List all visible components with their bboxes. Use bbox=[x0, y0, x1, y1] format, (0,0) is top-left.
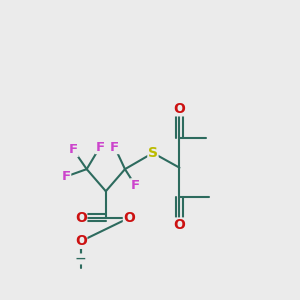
Text: O: O bbox=[173, 218, 185, 232]
Text: F: F bbox=[95, 141, 104, 154]
Text: S: S bbox=[148, 146, 158, 160]
Text: F: F bbox=[131, 179, 140, 192]
Text: O: O bbox=[75, 234, 87, 248]
Text: F: F bbox=[69, 143, 78, 157]
Text: O: O bbox=[75, 211, 87, 225]
Text: F: F bbox=[110, 141, 119, 154]
Text: O: O bbox=[124, 211, 135, 225]
Text: O: O bbox=[173, 102, 185, 116]
Text: —: — bbox=[76, 254, 86, 264]
Text: F: F bbox=[61, 170, 70, 183]
